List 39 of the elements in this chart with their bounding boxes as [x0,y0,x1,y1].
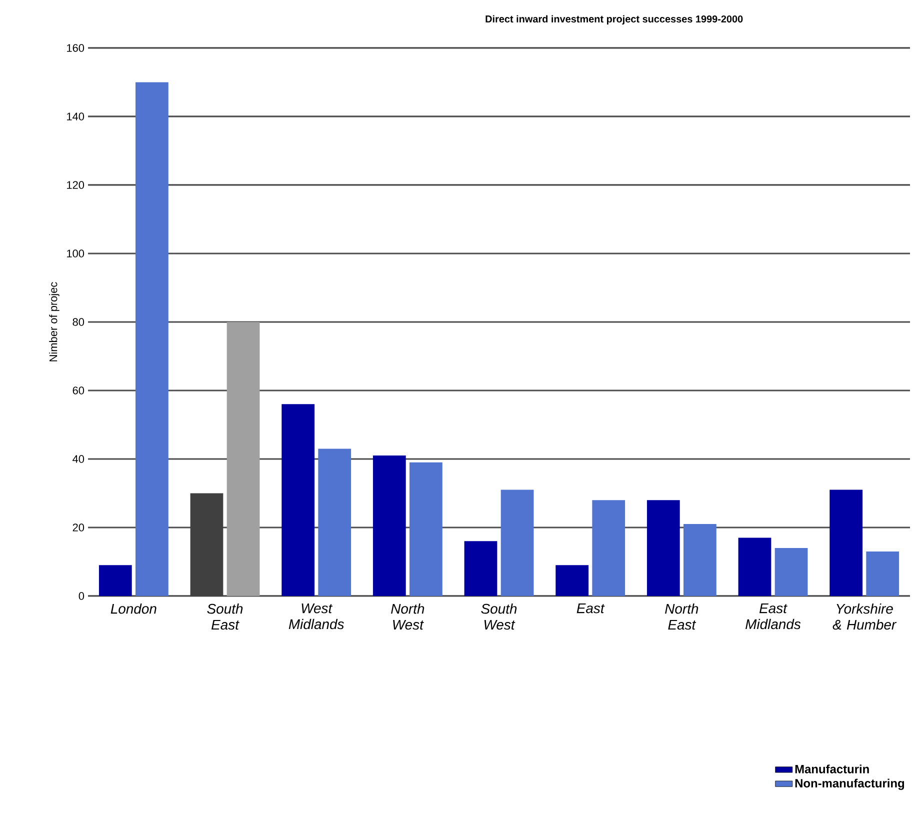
bar [282,404,315,596]
x-tick-label: London [110,603,156,614]
y-tick-label: 100 [67,250,84,258]
x-tick-label: Yorkshire & Humber [832,603,897,630]
y-tick-label: 140 [67,112,84,120]
bar [556,565,589,596]
bar [410,462,442,596]
bar [684,524,716,596]
bar [226,322,260,596]
legend-label: Non-manufacturing [795,778,904,790]
x-tick-label: North West [391,603,424,630]
y-tick-label: 60 [72,386,84,394]
bar [866,551,900,596]
chart-title: Direct inward investment project successes 1999-2000 [486,15,743,24]
bar [136,82,168,596]
y-tick-label: 160 [67,44,84,52]
bar [830,490,863,596]
x-tick-label: South West [481,603,517,630]
x-tick-label: West Midlands [288,603,344,630]
bar [592,500,626,596]
y-tick-label: 0 [78,592,84,600]
bar [464,541,498,596]
bar [372,456,406,596]
bar [500,490,534,596]
y-tick-label: 20 [72,524,84,532]
x-tick-label: East Midlands [746,603,801,630]
x-tick-label: South East [207,603,243,630]
bar [318,448,352,596]
x-tick-label: North East [665,603,698,630]
bar [774,548,808,596]
legend-label: Manufacturin [795,764,869,774]
y-tick-label: 40 [72,455,84,463]
bar [646,500,680,596]
x-tick-label: East [576,603,605,614]
bar [98,565,132,596]
y-tick-label: 80 [72,318,84,326]
bar [738,538,772,596]
y-axis-title: Nimber of projec [49,282,60,362]
y-tick-label: 120 [67,181,84,189]
